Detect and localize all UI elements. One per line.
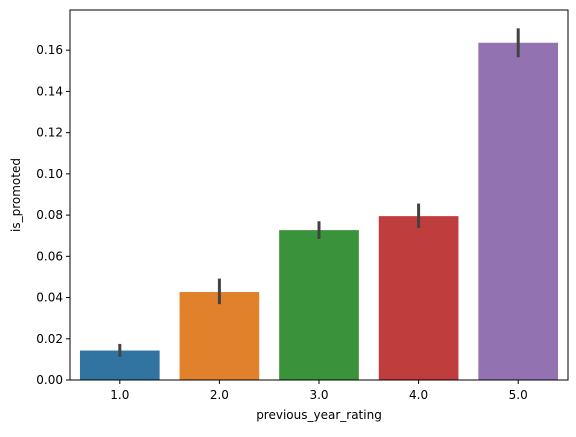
x-tick-label: 5.0 [509, 388, 528, 402]
y-tick-label: 0.02 [36, 332, 63, 346]
y-axis-label: is_promoted [9, 158, 23, 232]
bar-2.0 [179, 291, 260, 380]
x-axis-label: previous_year_rating [256, 408, 382, 422]
y-tick-label: 0.10 [36, 167, 63, 181]
y-tick-label: 0.08 [36, 208, 63, 222]
plot-frame [69, 9, 569, 381]
bars-group [79, 42, 559, 381]
x-axis: 1.0 2.0 3.0 4.0 5.0 [110, 380, 528, 402]
x-tick-label: 4.0 [409, 388, 428, 402]
y-tick-label: 0.16 [36, 43, 63, 57]
x-tick-label: 2.0 [210, 388, 229, 402]
y-tick-label: 0.00 [36, 373, 63, 387]
y-axis: 0.00 0.02 0.04 0.06 0.08 0.10 0.12 0.14 0.16 [36, 43, 70, 387]
bar-4.0 [378, 216, 459, 380]
error-bars-group [118, 28, 520, 357]
y-tick-label: 0.14 [36, 84, 63, 98]
y-tick-label: 0.12 [36, 126, 63, 140]
bar-3.0 [279, 230, 359, 380]
bar-5.0 [478, 42, 559, 381]
x-tick-label: 1.0 [110, 388, 129, 402]
y-tick-label: 0.04 [36, 291, 63, 305]
x-tick-label: 3.0 [309, 388, 328, 402]
y-tick-label: 0.06 [36, 249, 63, 263]
